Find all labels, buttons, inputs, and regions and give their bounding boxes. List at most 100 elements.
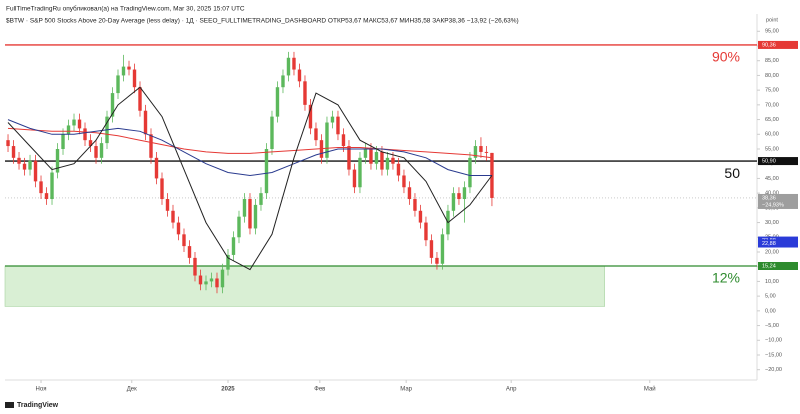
candle-body bbox=[215, 278, 219, 288]
candle-body bbox=[33, 160, 38, 182]
candle-body bbox=[253, 204, 258, 229]
candle-body bbox=[39, 181, 43, 194]
y-tick-label: 75,00 bbox=[765, 88, 779, 94]
y-tick-label: 0,00 bbox=[765, 308, 776, 314]
candle-body bbox=[88, 140, 93, 147]
candle-body bbox=[462, 187, 467, 200]
candle-body bbox=[94, 146, 98, 158]
candle-body bbox=[193, 257, 197, 276]
candle-body bbox=[99, 143, 104, 158]
price-label: 90,36 bbox=[762, 42, 776, 48]
candle-body bbox=[226, 254, 230, 270]
candle-body bbox=[303, 81, 307, 105]
price-label-sub: −24,93% bbox=[762, 202, 784, 208]
candle-body bbox=[352, 169, 357, 188]
candle-body bbox=[292, 57, 296, 70]
candle-body bbox=[248, 199, 252, 229]
price-label: 38,36 bbox=[762, 195, 776, 201]
y-tick-label: −20,00 bbox=[765, 367, 782, 373]
candle-body bbox=[402, 175, 406, 188]
candle-body bbox=[11, 146, 16, 158]
candle-body bbox=[143, 110, 148, 135]
candle-body bbox=[22, 163, 27, 170]
price-label: 22,88 bbox=[762, 241, 776, 247]
candle-body bbox=[396, 163, 401, 176]
candle-body bbox=[297, 69, 302, 82]
candle-body bbox=[363, 148, 368, 158]
candle-body bbox=[281, 75, 285, 88]
candle-body bbox=[165, 199, 170, 211]
candle-body bbox=[369, 148, 373, 164]
moving-average bbox=[7, 86, 493, 271]
candle-body bbox=[149, 134, 153, 158]
candle-body bbox=[44, 193, 49, 200]
candle-body bbox=[231, 237, 236, 255]
candle-body bbox=[336, 116, 340, 135]
price-label-box bbox=[758, 157, 798, 166]
candle-body bbox=[220, 269, 225, 288]
footer-logo bbox=[5, 402, 14, 408]
y-tick-label: 40,00 bbox=[765, 191, 779, 197]
level-note: 50 bbox=[724, 165, 740, 181]
candle-body bbox=[160, 178, 164, 200]
candle-body bbox=[6, 140, 10, 147]
candle-body bbox=[341, 134, 346, 147]
candle-body bbox=[116, 75, 120, 94]
candle-body bbox=[308, 104, 313, 129]
x-tick-label: Апр bbox=[506, 387, 517, 393]
candle-body bbox=[138, 87, 142, 111]
footer: TradingView bbox=[17, 402, 59, 409]
x-tick-label: Мар bbox=[400, 387, 412, 393]
y-tick-label: −15,00 bbox=[765, 352, 782, 358]
price-label: 15,24 bbox=[762, 263, 776, 269]
candle-body bbox=[468, 157, 472, 188]
moving-average bbox=[7, 119, 492, 177]
y-tick-label: 10,00 bbox=[765, 279, 779, 285]
candle-body bbox=[121, 66, 126, 76]
x-tick-label: Май bbox=[644, 386, 656, 393]
candle-body bbox=[132, 69, 137, 88]
candle-body bbox=[171, 210, 175, 223]
candle-body bbox=[490, 152, 494, 198]
y-tick-label: −10,00 bbox=[765, 338, 782, 344]
candle-body bbox=[325, 122, 329, 158]
candle-body bbox=[83, 128, 87, 141]
candle-body bbox=[198, 275, 203, 285]
candle-body bbox=[418, 210, 423, 223]
candle-body bbox=[347, 146, 351, 170]
candle-body bbox=[154, 157, 159, 179]
candle-body bbox=[187, 246, 192, 258]
candle-body bbox=[358, 157, 362, 188]
chart-title: $BTW · S&P 500 Stocks Above 20-Day Avera… bbox=[6, 18, 519, 25]
candle-body bbox=[176, 222, 181, 235]
candle-body bbox=[391, 157, 395, 164]
level-note: 90% bbox=[712, 49, 740, 65]
y-tick-label: 70,00 bbox=[765, 102, 779, 108]
candle-body bbox=[66, 125, 71, 135]
candle-body bbox=[209, 278, 214, 282]
candle-body bbox=[429, 240, 434, 258]
candle-body bbox=[479, 146, 483, 152]
y-tick-label: 80,00 bbox=[765, 73, 779, 79]
candle-body bbox=[28, 160, 32, 170]
candle-body bbox=[374, 151, 379, 164]
zone bbox=[4, 265, 605, 307]
candle-body bbox=[473, 146, 478, 158]
candle-body bbox=[242, 199, 247, 217]
candle-body bbox=[72, 119, 76, 126]
y-tick-label: 85,00 bbox=[765, 58, 779, 64]
candle-body bbox=[50, 172, 54, 200]
x-tick-label: Ноя bbox=[36, 387, 47, 393]
level-note: 12% bbox=[712, 270, 740, 286]
candle-body bbox=[127, 66, 131, 70]
candle-body bbox=[451, 193, 456, 211]
candle-body bbox=[314, 128, 318, 141]
candle-body bbox=[17, 157, 21, 164]
candle-body bbox=[413, 199, 417, 211]
candle-body bbox=[286, 57, 291, 76]
y-tick-label: 45,00 bbox=[765, 176, 779, 182]
candle-body bbox=[407, 187, 412, 200]
candle-body bbox=[270, 116, 274, 149]
y-tick-label: 20,00 bbox=[765, 249, 779, 255]
